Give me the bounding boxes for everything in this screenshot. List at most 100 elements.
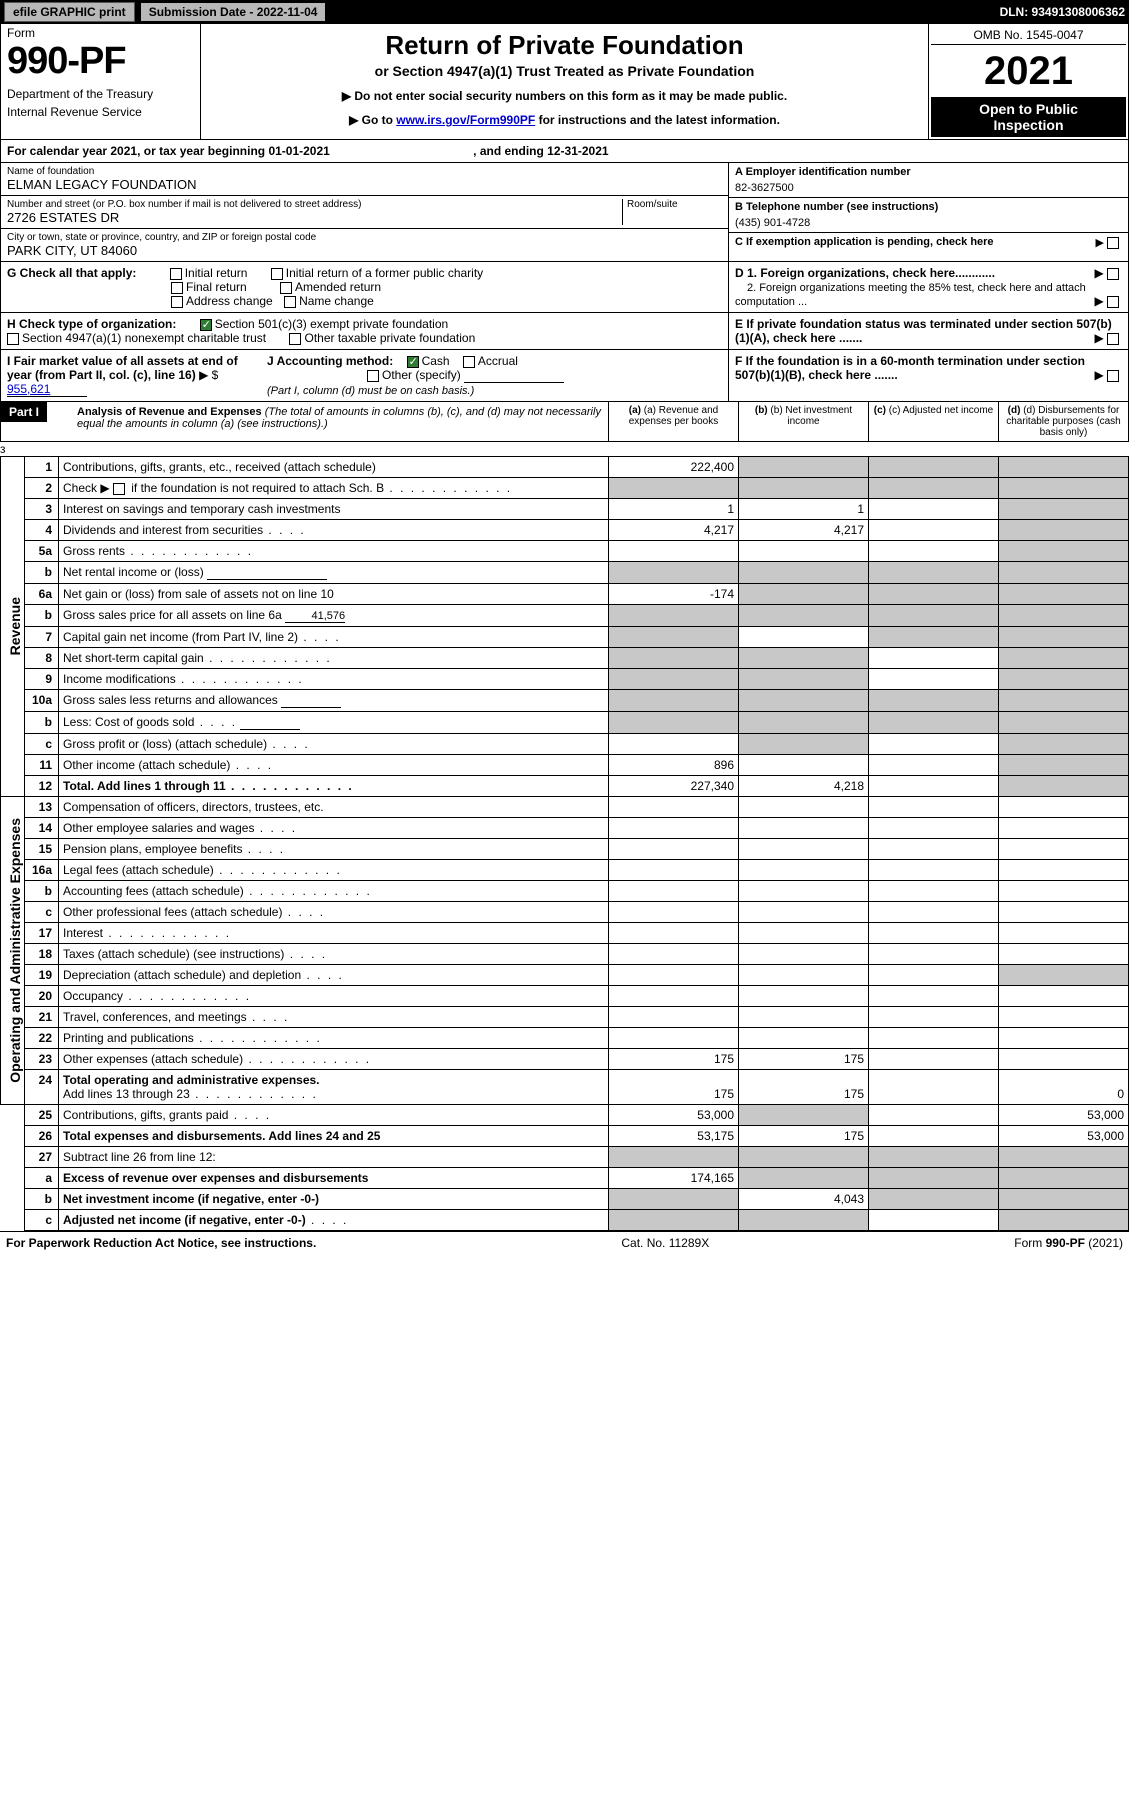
col-c-header: (c) (c) Adjusted net income <box>868 402 998 441</box>
line-7-num: 7 <box>25 627 59 648</box>
line-26-desc: Total expenses and disbursements. Add li… <box>59 1126 609 1147</box>
line-16a-desc: Legal fees (attach schedule) <box>59 860 609 881</box>
d2-checkbox[interactable] <box>1107 296 1119 308</box>
row-10b: b Less: Cost of goods sold <box>1 712 1129 734</box>
line-6a-desc: Net gain or (loss) from sale of assets n… <box>59 584 609 605</box>
g-name-checkbox[interactable] <box>284 296 296 308</box>
h-opt-501c3: Section 501(c)(3) exempt private foundat… <box>215 317 448 331</box>
line-24-num: 24 <box>25 1070 59 1105</box>
tax-year: 2021 <box>931 45 1126 97</box>
g-final-checkbox[interactable] <box>171 282 183 294</box>
line-25-num: 25 <box>25 1105 59 1126</box>
line-11-desc: Other income (attach schedule) <box>59 755 609 776</box>
row-6a: 6a Net gain or (loss) from sale of asset… <box>1 584 1129 605</box>
row-1: Revenue 1 Contributions, gifts, grants, … <box>1 457 1129 478</box>
line-25-a: 53,000 <box>609 1105 739 1126</box>
city-value: PARK CITY, UT 84060 <box>7 243 722 258</box>
efile-print-button[interactable]: efile GRAPHIC print <box>4 2 135 22</box>
line-6a-num: 6a <box>25 584 59 605</box>
schb-checkbox[interactable] <box>113 483 125 495</box>
line-10a-desc: Gross sales less returns and allowances <box>59 690 609 712</box>
line-23-num: 23 <box>25 1049 59 1070</box>
row-27a: a Excess of revenue over expenses and di… <box>1 1168 1129 1189</box>
g-opt-initial: Initial return <box>185 266 248 280</box>
h1-checkbox[interactable] <box>200 319 212 331</box>
open-public: Open to PublicInspection <box>931 97 1126 137</box>
j-accrual-checkbox[interactable] <box>463 356 475 368</box>
line-27a-a: 174,165 <box>609 1168 739 1189</box>
line-27c-num: c <box>25 1210 59 1231</box>
foundation-name: ELMAN LEGACY FOUNDATION <box>7 177 722 192</box>
line-4-desc: Dividends and interest from securities <box>59 520 609 541</box>
line-16c-desc: Other professional fees (attach schedule… <box>59 902 609 923</box>
f-checkbox[interactable] <box>1107 370 1119 382</box>
row-18: 18 Taxes (attach schedule) (see instruct… <box>1 944 1129 965</box>
line-9-num: 9 <box>25 669 59 690</box>
c-checkbox[interactable] <box>1107 237 1119 249</box>
line-15-num: 15 <box>25 839 59 860</box>
footer-right: Form 990-PF (2021) <box>1014 1236 1123 1250</box>
row-15: 15 Pension plans, employee benefits <box>1 839 1129 860</box>
row-14: 14 Other employee salaries and wages <box>1 818 1129 839</box>
g-initial-checkbox[interactable] <box>170 268 182 280</box>
h3-checkbox[interactable] <box>289 333 301 345</box>
line-10c-num: c <box>25 734 59 755</box>
g-opt-amended: Amended return <box>295 280 381 294</box>
row-7: 7 Capital gain net income (from Part IV,… <box>1 627 1129 648</box>
row-5a: 5a Gross rents <box>1 541 1129 562</box>
form990pf-link[interactable]: www.irs.gov/Form990PF <box>396 113 535 127</box>
line-12-num: 12 <box>25 776 59 797</box>
form-label: Form <box>7 26 194 40</box>
calendar-year-row: For calendar year 2021, or tax year begi… <box>0 140 1129 163</box>
line-15-desc: Pension plans, employee benefits <box>59 839 609 860</box>
row-20: 20 Occupancy <box>1 986 1129 1007</box>
line-21-desc: Travel, conferences, and meetings <box>59 1007 609 1028</box>
j-accrual-label: Accrual <box>478 354 518 368</box>
line-13-desc: Compensation of officers, directors, tru… <box>59 797 609 818</box>
line-22-num: 22 <box>25 1028 59 1049</box>
line-24-desc: Total operating and administrative expen… <box>59 1070 609 1105</box>
line-27b-desc: Net investment income (if negative, ente… <box>59 1189 609 1210</box>
row-2: 2 Check ▶ if the foundation is not requi… <box>1 478 1129 499</box>
row-10c: c Gross profit or (loss) (attach schedul… <box>1 734 1129 755</box>
j-label: J Accounting method: <box>267 354 393 368</box>
line-16b-num: b <box>25 881 59 902</box>
line-21-num: 21 <box>25 1007 59 1028</box>
g-amended-checkbox[interactable] <box>280 282 292 294</box>
fmv-value[interactable]: 955,621 <box>7 382 87 397</box>
row-16c: c Other professional fees (attach schedu… <box>1 902 1129 923</box>
g-address-checkbox[interactable] <box>171 296 183 308</box>
d2-label: 2. Foreign organizations meeting the 85%… <box>735 282 1086 308</box>
form-number: 990-PF <box>7 40 194 83</box>
addr-value: 2726 ESTATES DR <box>7 210 622 225</box>
line-24-b: 175 <box>739 1070 869 1105</box>
line-26-b: 175 <box>739 1126 869 1147</box>
footer-left: For Paperwork Reduction Act Notice, see … <box>6 1236 316 1250</box>
j-other-checkbox[interactable] <box>367 370 379 382</box>
row-24: 24 Total operating and administrative ex… <box>1 1070 1129 1105</box>
name-label: Name of foundation <box>7 166 722 177</box>
line-27a-num: a <box>25 1168 59 1189</box>
line-25-d: 53,000 <box>999 1105 1129 1126</box>
irs-label: Internal Revenue Service <box>7 105 194 119</box>
line-17-desc: Interest <box>59 923 609 944</box>
g-initial-public-checkbox[interactable] <box>271 268 283 280</box>
j-cash-checkbox[interactable] <box>407 356 419 368</box>
h2-checkbox[interactable] <box>7 333 19 345</box>
form-subtitle: or Section 4947(a)(1) Trust Treated as P… <box>211 63 918 79</box>
line-6b-num: b <box>25 605 59 627</box>
line-2-num: 2 <box>25 478 59 499</box>
row-5b: b Net rental income or (loss) <box>1 562 1129 584</box>
row-3: 3 Interest on savings and temporary cash… <box>1 499 1129 520</box>
line-1-a: 222,400 <box>609 457 739 478</box>
e-checkbox[interactable] <box>1107 333 1119 345</box>
line-8-num: 8 <box>25 648 59 669</box>
line-5a-desc: Gross rents <box>59 541 609 562</box>
line-11-a: 896 <box>609 755 739 776</box>
row-23: 23 Other expenses (attach schedule) 175 … <box>1 1049 1129 1070</box>
row-10a: 10a Gross sales less returns and allowan… <box>1 690 1129 712</box>
d1-checkbox[interactable] <box>1107 268 1119 280</box>
d1-label: D 1. Foreign organizations, check here..… <box>735 266 995 280</box>
line-13-num: 13 <box>25 797 59 818</box>
row-11: 11 Other income (attach schedule) 896 <box>1 755 1129 776</box>
